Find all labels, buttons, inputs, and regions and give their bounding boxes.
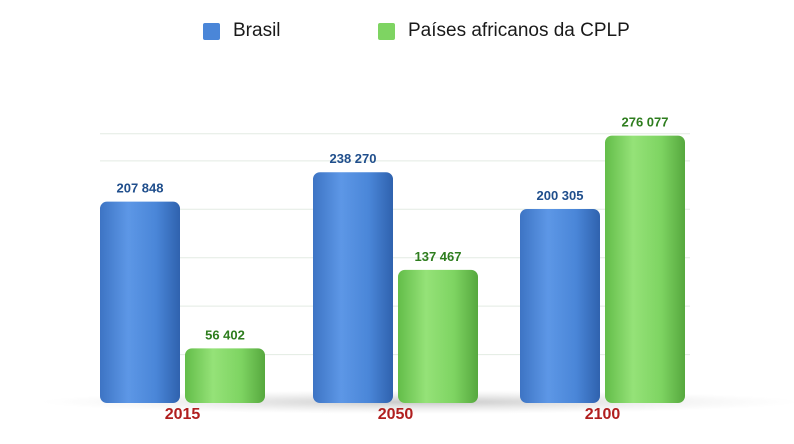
data-label: 238 270 — [330, 151, 377, 166]
data-label: 276 077 — [622, 115, 669, 130]
bar-cplp-2100 — [605, 135, 685, 404]
legend-label-brasil: Brasil — [233, 20, 281, 41]
legend-label-cplp: Países africanos da CPLP — [408, 20, 630, 41]
category-label-2100: 2100 — [585, 406, 621, 423]
bar-cplp-2050 — [398, 269, 478, 403]
data-label: 200 305 — [537, 188, 584, 203]
legend: Brasil Países africanos da CPLP — [0, 20, 794, 48]
legend-swatch-brasil — [203, 22, 220, 40]
bar-brasil-2015 — [100, 201, 180, 403]
bar-brasil-2100 — [520, 208, 600, 403]
bar-brasil-2050 — [313, 172, 393, 403]
legend-swatch-cplp — [378, 22, 395, 40]
data-label: 207 848 — [117, 181, 164, 196]
legend-item-cplp: Países africanos da CPLP — [378, 20, 630, 42]
category-label-2050: 2050 — [378, 406, 414, 423]
category-label-2015: 2015 — [165, 406, 201, 423]
legend-item-brasil: Brasil — [203, 20, 281, 42]
data-label: 137 467 — [415, 249, 462, 264]
data-label: 56 402 — [205, 327, 245, 342]
bar-cplp-2015 — [185, 348, 265, 403]
